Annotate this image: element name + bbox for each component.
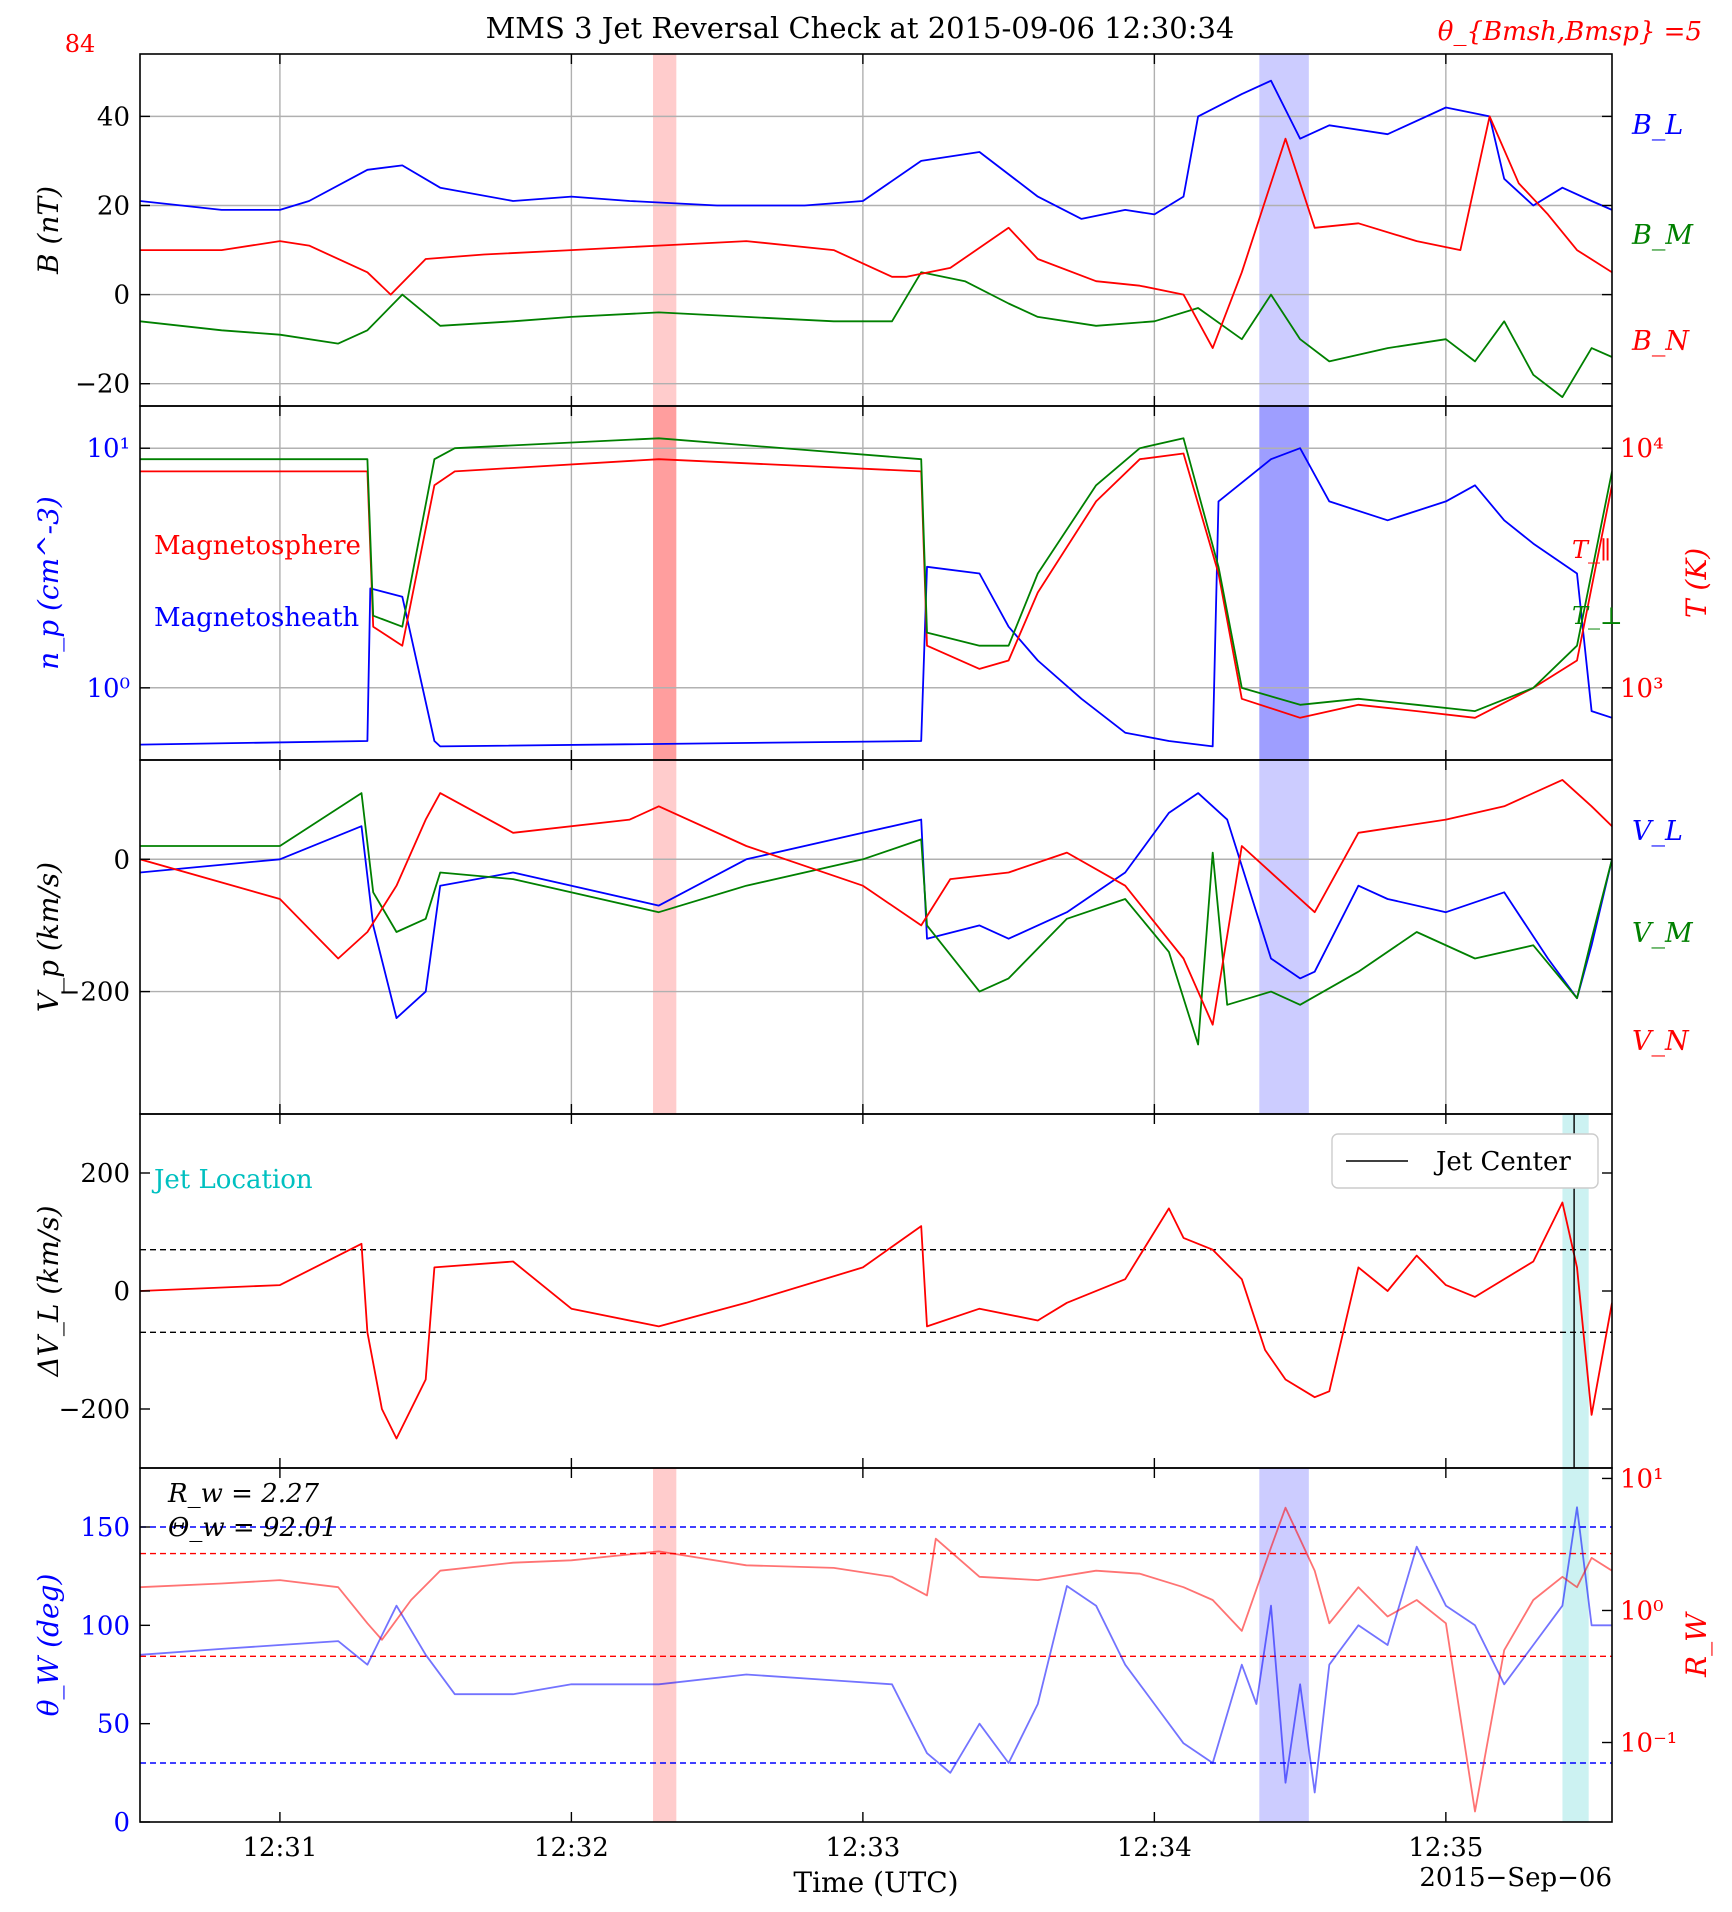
side-label-VM: V_M <box>1632 918 1694 949</box>
series-line-BM <box>140 271 1612 399</box>
series-group <box>140 79 1612 399</box>
y-tick-label-right: 10⁻¹ <box>1620 1729 1677 1759</box>
series-line-np <box>140 447 1612 748</box>
figure-title: MMS 3 Jet Reversal Check at 2015-09-06 1… <box>486 11 1235 45</box>
series-group <box>140 1201 1612 1440</box>
series-line-BN <box>140 115 1612 350</box>
y-tick-label: 10⁰ <box>86 674 130 704</box>
annotation-magnetosphere: Magnetosphere <box>154 531 361 561</box>
x-tick-label: 12:33 <box>825 1833 900 1863</box>
side-label-BN: B_N <box>1631 326 1690 357</box>
panel-frame <box>139 1467 1613 1823</box>
side-label-BM: B_M <box>1631 220 1694 251</box>
y-tick-label: 40 <box>97 102 130 132</box>
series-group <box>140 779 1612 1046</box>
series-line-VL <box>140 1201 1612 1440</box>
y-tick-label: 0 <box>113 1277 130 1307</box>
side-label-VN: V_N <box>1632 1026 1690 1057</box>
annotation-theta-w: Θ_w = 92.01 <box>168 1513 337 1543</box>
annotation-jet-location: Jet Location <box>151 1165 313 1195</box>
right-corner-label: θ_{Bmsh,Bmsp} =5 <box>1438 17 1702 47</box>
y-tick-label: 200 <box>80 1159 130 1189</box>
y-tick-label: 10¹ <box>86 434 130 464</box>
shaded-interval <box>1259 760 1309 1114</box>
shaded-interval <box>653 406 677 760</box>
series-group <box>140 437 1612 748</box>
annotation-t-perp: T_⊥ <box>1572 602 1623 630</box>
y-axis-label-right: T (K) <box>1680 548 1713 618</box>
y-tick-label-right: 10¹ <box>1620 1464 1664 1494</box>
series-line-VM <box>140 792 1612 1046</box>
shaded-interval <box>653 54 677 406</box>
series-line-VL <box>140 792 1612 1019</box>
legend-label-jet-center: Jet Center <box>1433 1147 1571 1177</box>
y-tick-label: 0 <box>113 845 130 875</box>
y-tick-label: 0 <box>113 281 130 311</box>
shaded-interval <box>1259 54 1309 406</box>
left-corner-label: 84 <box>65 30 96 58</box>
y-tick-label-right: 10⁴ <box>1620 434 1664 464</box>
series-line-VN <box>140 779 1612 1026</box>
series-group <box>140 1506 1612 1813</box>
y-tick-label-right: 10⁰ <box>1620 1596 1664 1626</box>
series-line-T <box>140 452 1612 719</box>
annotation-magnetosheath: Magnetosheath <box>154 603 359 633</box>
side-label-BL: B_L <box>1631 110 1683 141</box>
series-line-BL <box>140 79 1612 220</box>
panel-2 <box>139 405 1613 761</box>
y-axis-label-left: n_p (cm^-3) <box>32 496 65 670</box>
annotation-rw: R_w = 2.27 <box>167 1479 319 1509</box>
y-tick-label: 0 <box>113 1808 130 1838</box>
x-tick-label: 12:34 <box>1117 1833 1192 1863</box>
y-axis-label-right: R_W <box>1680 1611 1713 1678</box>
x-axis-label: Time (UTC) <box>793 1866 958 1899</box>
y-tick-label: 20 <box>97 191 130 221</box>
panel-1 <box>139 53 1613 407</box>
series-line-RW <box>140 1506 1612 1813</box>
series-line-T <box>140 437 1612 712</box>
y-tick-label: 100 <box>80 1611 130 1641</box>
y-axis-label-left: θ_W (deg) <box>32 1574 65 1717</box>
panel-4 <box>139 1113 1613 1469</box>
y-tick-label: 150 <box>80 1513 130 1543</box>
side-label-VL: V_L <box>1632 816 1683 847</box>
y-tick-label: −200 <box>59 978 130 1008</box>
x-tick-label: 12:31 <box>242 1833 317 1863</box>
x-tick-label: 12:35 <box>1408 1833 1483 1863</box>
legend-box <box>1331 1133 1599 1189</box>
y-tick-label: 50 <box>97 1710 130 1740</box>
panel-frame <box>139 53 1613 407</box>
y-tick-label-right: 10³ <box>1620 674 1664 704</box>
shaded-interval <box>653 760 677 1114</box>
y-axis-label: ΔV_L (km/s) <box>32 1205 65 1377</box>
date-label: 2015−Sep−06 <box>1419 1863 1612 1893</box>
y-axis-label: B (nT) <box>32 186 65 275</box>
series-line-W <box>140 1506 1612 1794</box>
y-axis-label: V_p (km/s) <box>32 862 65 1012</box>
y-tick-label: −20 <box>75 370 130 400</box>
shaded-interval <box>653 1468 677 1822</box>
panel-3 <box>139 759 1613 1115</box>
x-tick-label: 12:32 <box>534 1833 609 1863</box>
panel-5 <box>139 1467 1613 1823</box>
y-tick-label: −200 <box>59 1395 130 1425</box>
annotation-t-parallel: T_∥ <box>1572 536 1611 564</box>
